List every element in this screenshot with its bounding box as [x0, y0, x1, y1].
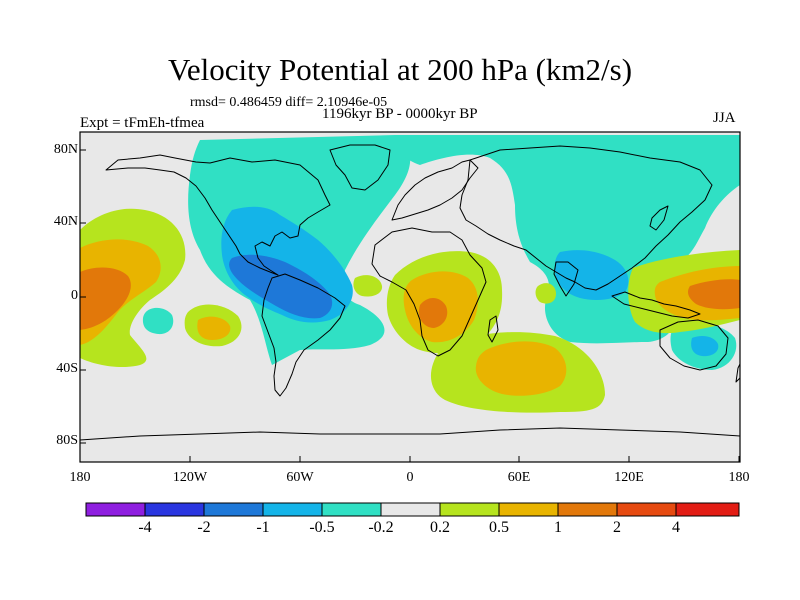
colorbar-label: 4 — [672, 519, 680, 536]
colorbar-label: -0.2 — [368, 519, 394, 536]
lon-tick-label: 120E — [614, 470, 644, 485]
strong-negative-region-central-america — [229, 254, 333, 319]
coastline-japan — [649, 205, 669, 231]
lat-tick-label: 80S — [56, 433, 78, 448]
lon-tick-label: 60W — [286, 470, 314, 485]
moderate-negative-region-australia — [691, 336, 719, 357]
moderate-negative-region-indian-ocean — [554, 250, 629, 300]
negative-region-pacific-small — [142, 307, 174, 335]
lon-tick-label: 180 — [728, 470, 750, 485]
lat-tick-label: 80N — [53, 142, 78, 157]
axis-ticks — [79, 149, 740, 462]
rmsd-diff-stats: rmsd= 0.486459 diff= 2.10946e-05 — [190, 95, 388, 110]
positive-region-arabian-sea-small — [535, 283, 556, 304]
colorbar-swatch — [322, 503, 381, 516]
coastlines — [80, 144, 740, 441]
colorbar-swatch — [440, 503, 499, 516]
contour-field — [80, 132, 740, 462]
negative-region-asia — [395, 135, 740, 344]
coastline-australia — [659, 319, 729, 371]
coastline-new-zealand — [735, 362, 740, 383]
positive-region-atlantic-small — [353, 275, 383, 297]
coastline-india — [553, 261, 579, 297]
coastline-south-america — [261, 273, 346, 397]
colorbar-swatch — [86, 503, 145, 516]
colorbar-swatch — [499, 503, 558, 516]
lat-tick-label: 0 — [71, 288, 78, 303]
lon-tick-label: 180 — [69, 470, 91, 485]
colorbar-swatch — [204, 503, 263, 516]
experiment-label: Expt = tFmEh-tfmea — [80, 115, 205, 131]
coastline-maritime-continent — [611, 291, 701, 319]
strong-positive-region-africa — [418, 297, 448, 328]
colorbar-swatch — [145, 503, 204, 516]
colorbar-swatch — [617, 503, 676, 516]
colorbar-swatch — [558, 503, 617, 516]
lat-tick-label: 40N — [53, 214, 78, 229]
lat-tick-label: 40S — [56, 361, 78, 376]
time-period-label: 1196kyr BP - 0000kyr BP — [322, 106, 478, 122]
coastline-asia — [459, 145, 713, 291]
colorbar-swatch — [263, 503, 322, 516]
moderate-positive-region-south-indian-ocean — [475, 341, 567, 396]
coastline-europe — [391, 159, 479, 221]
coastline-north-america — [105, 154, 331, 276]
colorbar — [85, 502, 740, 517]
colorbar-label: 1 — [554, 519, 562, 536]
colorbar-label: 0.5 — [489, 519, 509, 536]
lon-tick-label: 60E — [507, 470, 531, 485]
colorbar-label: -0.5 — [309, 519, 335, 536]
colorbar-label: -1 — [256, 519, 270, 536]
colorbar-label: -2 — [197, 519, 211, 536]
coastline-madagascar — [487, 315, 499, 343]
moderate-positive-region-pacific-small — [197, 316, 231, 340]
season-label: JJA — [713, 110, 736, 126]
colorbar-swatch — [676, 503, 739, 516]
strong-positive-region-east-pacific — [80, 267, 131, 330]
colorbar-label: -4 — [138, 519, 152, 536]
strong-positive-region-maritime-continent — [688, 279, 740, 310]
lon-tick-label: 120W — [172, 470, 208, 485]
coastline-africa — [371, 227, 487, 357]
lon-tick-label: 0 — [406, 470, 414, 485]
coastline-antarctica — [80, 427, 740, 441]
map-title: Velocity Potential at 200 hPa (km2/s) — [167, 52, 633, 87]
colorbar-swatch — [381, 503, 440, 516]
colorbar-label: 0.2 — [430, 519, 450, 536]
colorbar-label: 2 — [613, 519, 621, 536]
coastline-greenland — [329, 144, 391, 191]
